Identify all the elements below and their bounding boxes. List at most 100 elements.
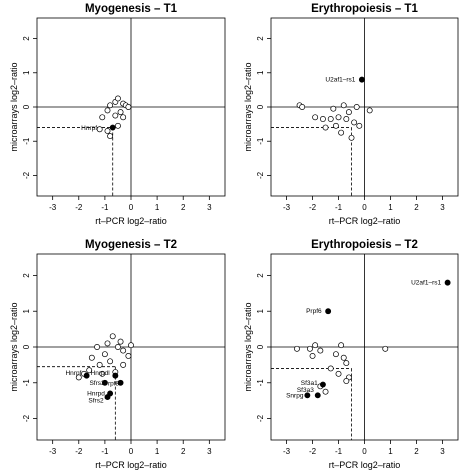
data-point-open bbox=[96, 361, 103, 368]
data-point-filled bbox=[314, 392, 321, 399]
chart-title: Myogenesis – T2 bbox=[85, 239, 177, 251]
data-point-open bbox=[104, 340, 111, 347]
data-point-filled bbox=[117, 379, 124, 386]
data-point-open bbox=[322, 124, 329, 131]
data-point-filled bbox=[358, 76, 365, 83]
data-point-open bbox=[120, 361, 127, 368]
data-point-open bbox=[335, 114, 342, 121]
y-tick-label: -2 bbox=[22, 171, 31, 179]
data-point-filled bbox=[319, 381, 326, 388]
data-point-open bbox=[125, 352, 132, 359]
chart-panel-2: Erythropoiesis – T1 -3 -2 -1 0 1 2 3 -2 -1 0 1 2 rt–P… bbox=[243, 3, 459, 226]
data-point-open bbox=[340, 354, 347, 361]
x-tick-label: 0 bbox=[362, 203, 367, 212]
y-tick-label: 0 bbox=[22, 344, 31, 349]
point-label: Prpf8 bbox=[104, 380, 120, 387]
data-point-open bbox=[114, 122, 121, 129]
x-tick-label: -3 bbox=[283, 203, 291, 212]
data-point-open bbox=[101, 351, 108, 358]
x-tick-label: 0 bbox=[129, 447, 134, 456]
point-label: Hnrpdl bbox=[91, 370, 111, 377]
point-label: Sfrs2 bbox=[88, 398, 104, 405]
y-tick-label: -2 bbox=[256, 414, 265, 422]
x-tick-label: -1 bbox=[335, 447, 343, 456]
data-point-open bbox=[327, 365, 334, 372]
data-point-open bbox=[86, 367, 93, 374]
data-point-open bbox=[88, 354, 95, 361]
data-point-open bbox=[109, 333, 116, 340]
data-point-open bbox=[319, 116, 326, 122]
x-tick-label: 1 bbox=[388, 447, 393, 456]
data-point-filled bbox=[112, 372, 119, 379]
data-point-open bbox=[327, 116, 334, 122]
data-point-open bbox=[104, 128, 111, 134]
data-point-open bbox=[94, 344, 101, 350]
y-tick-label: 1 bbox=[22, 70, 31, 75]
y-tick-label: -1 bbox=[256, 379, 265, 387]
data-point-open bbox=[307, 345, 313, 352]
data-point-open bbox=[343, 378, 350, 384]
data-point-open bbox=[353, 104, 360, 110]
x-tick-label: -1 bbox=[101, 203, 109, 212]
data-point-open bbox=[107, 133, 114, 140]
chart-panel-3: Myogenesis – T2 -3 -2 -1 0 1 2 3 -2 -1 0 1 2 rt–PCR l… bbox=[9, 239, 226, 470]
data-point-open bbox=[299, 104, 306, 110]
data-point-open bbox=[312, 114, 319, 121]
data-point-filled bbox=[304, 392, 311, 399]
data-point-open bbox=[338, 129, 345, 136]
y-axis-label: microarrays log2–ratio bbox=[243, 62, 253, 151]
x-tick-label: 2 bbox=[181, 447, 186, 456]
y-tick-label: 2 bbox=[22, 36, 31, 41]
data-point-open bbox=[317, 347, 324, 354]
y-axis-label: microarrays log2–ratio bbox=[9, 62, 19, 151]
y-tick-label: 1 bbox=[256, 308, 265, 313]
data-point-open bbox=[356, 122, 363, 129]
x-tick-label: 1 bbox=[155, 203, 160, 212]
data-point-open bbox=[96, 126, 103, 133]
data-point-open bbox=[345, 109, 352, 116]
y-tick-label: -1 bbox=[256, 137, 265, 145]
data-point-open bbox=[335, 370, 342, 377]
data-point-filled bbox=[101, 379, 108, 386]
x-tick-label: 1 bbox=[388, 203, 393, 212]
x-tick-label: -3 bbox=[283, 447, 291, 456]
data-point-filled bbox=[109, 124, 116, 131]
data-point-open bbox=[309, 352, 316, 359]
data-point-open bbox=[112, 112, 119, 119]
y-tick-label: 0 bbox=[256, 104, 265, 109]
x-tick-label: -1 bbox=[101, 447, 109, 456]
data-point-open bbox=[338, 342, 345, 349]
data-point-open bbox=[343, 116, 350, 122]
point-label: U2af1–rs1 bbox=[411, 280, 441, 287]
data-point-open bbox=[332, 122, 339, 129]
x-tick-label: 3 bbox=[207, 447, 212, 456]
y-tick-label: 0 bbox=[256, 344, 265, 349]
y-tick-label: -2 bbox=[22, 414, 31, 422]
x-tick-label: 3 bbox=[440, 203, 445, 212]
chart-title: Myogenesis – T1 bbox=[85, 3, 178, 15]
data-point-filled bbox=[325, 308, 332, 315]
x-tick-label: 0 bbox=[362, 447, 367, 456]
data-point-open bbox=[343, 360, 350, 367]
y-axis-label: microarrays log2–ratio bbox=[243, 302, 253, 391]
data-point-open bbox=[75, 374, 82, 381]
x-tick-label: -3 bbox=[49, 203, 57, 212]
x-tick-label: 1 bbox=[155, 447, 160, 456]
point-label: Snrpg bbox=[286, 392, 304, 399]
data-point-open bbox=[104, 107, 111, 114]
data-point-open bbox=[114, 95, 121, 102]
point-label: Prpf6 bbox=[306, 308, 322, 315]
x-tick-label: -1 bbox=[335, 203, 343, 212]
x-tick-label: -2 bbox=[309, 447, 317, 456]
data-point-open bbox=[330, 105, 337, 112]
data-point-open bbox=[294, 345, 300, 352]
x-tick-label: -2 bbox=[309, 203, 317, 212]
x-tick-label: 3 bbox=[207, 203, 212, 212]
y-tick-label: 2 bbox=[22, 273, 31, 278]
y-tick-label: 2 bbox=[256, 273, 265, 278]
x-tick-label: 2 bbox=[181, 203, 186, 212]
y-tick-label: 1 bbox=[256, 70, 265, 75]
chart-title: Erythropoiesis – T1 bbox=[311, 3, 418, 15]
data-point-open bbox=[107, 102, 114, 109]
